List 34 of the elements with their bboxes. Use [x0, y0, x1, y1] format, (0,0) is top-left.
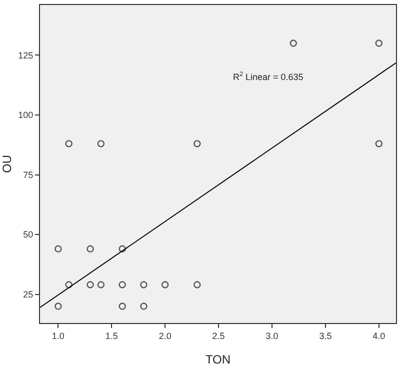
y-tick-label: 75 [23, 170, 34, 180]
x-axis-title: TON [205, 352, 231, 367]
y-tick-label: 125 [18, 50, 34, 60]
point [54, 302, 62, 310]
x-tick-label: 4.0 [372, 330, 386, 341]
y-axis-title: OU [0, 155, 14, 173]
point [194, 281, 201, 288]
point [194, 140, 201, 148]
point [140, 281, 148, 288]
point [97, 281, 105, 288]
x-tick-label: 2.5 [212, 330, 225, 341]
point [65, 140, 72, 148]
point [375, 140, 382, 148]
point [118, 281, 126, 288]
point [97, 140, 105, 148]
y-tick-label: 100 [18, 110, 34, 120]
point [375, 40, 382, 47]
point [161, 281, 169, 288]
point [290, 40, 297, 47]
point [118, 302, 126, 310]
x-tick-label: 1.0 [52, 330, 64, 341]
y-tick-label: 50 [23, 230, 34, 240]
point [86, 245, 94, 252]
point [54, 245, 62, 252]
x-tick-label: 3.5 [319, 330, 332, 341]
x-tick-label: 1.5 [105, 330, 118, 341]
x-tick-label: 3.0 [266, 330, 278, 341]
point [65, 281, 72, 288]
y-tick-label: 25 [23, 289, 34, 300]
point [86, 281, 94, 288]
annotation: R$^{2}$ Linear = 0.635 [233, 71, 304, 82]
point [140, 302, 148, 310]
point [118, 245, 126, 252]
x-tick-label: 2.0 [158, 330, 172, 341]
